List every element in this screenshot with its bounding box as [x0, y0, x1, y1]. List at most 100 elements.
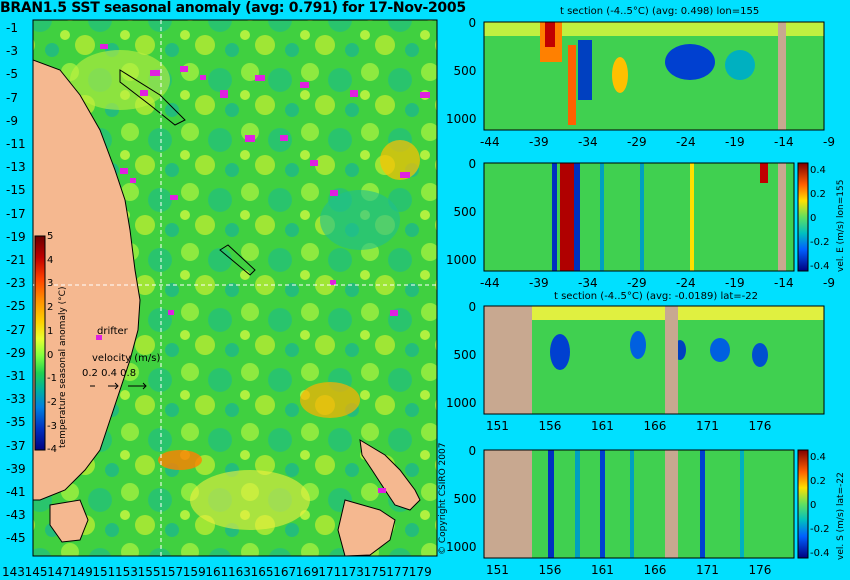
velocity-cbar-tick: 0.2	[810, 476, 826, 487]
colorbar-tick-label: 5	[47, 231, 54, 242]
section-x-tick-label: -19	[725, 276, 745, 290]
depth-tick-label: 0	[468, 444, 477, 458]
section-x-tick-label: -44	[480, 276, 500, 290]
velocity-cbar-tick: 0	[810, 500, 817, 511]
section-x-tick-label: 151	[486, 419, 509, 433]
velocity-cbar-tick: 0.4	[810, 165, 826, 176]
colorbar-tick-label: 0	[47, 349, 54, 361]
velocity-label: velocity (m/s)	[92, 353, 161, 364]
lat-tick-label: -31	[6, 369, 26, 383]
section-x-tick-label: 161	[591, 419, 614, 433]
lon-tick-label: 173	[341, 565, 364, 579]
velocity-cbar-tick: 0.2	[810, 189, 826, 200]
velocity-cbar-tick: -0.2	[810, 524, 830, 535]
lat-tick-label: -5	[6, 67, 18, 82]
section-x-tick-label: 161	[591, 563, 614, 577]
section-x-tick-label: 171	[696, 419, 719, 433]
depth-tick-label: 1000	[446, 396, 477, 410]
lon-tick-label: 157	[160, 565, 184, 579]
lat-tick-label: -39	[6, 461, 26, 476]
lon-tick-label: 155	[137, 565, 161, 579]
lat-tick-label: -9	[6, 113, 18, 128]
panel-temp-lon155	[483, 21, 825, 131]
lat-tick-label: -17	[6, 206, 26, 221]
drifter-label: drifter	[97, 326, 128, 337]
lon-tick-label: 177	[386, 565, 410, 579]
panel-3-title: t section (-4..5°C) (avg: -0.0189) lat=-…	[554, 291, 759, 302]
lon-tick-label: 159	[182, 565, 206, 579]
lon-tick-label: 143	[2, 565, 25, 579]
section-x-tick-label: 171	[696, 563, 719, 577]
depth-tick-label: 1000	[446, 112, 477, 126]
colorbar-tick-label: 4	[47, 254, 54, 266]
section-x-tick-label: -24	[676, 135, 696, 149]
lon-tick-label: 179	[408, 565, 432, 579]
section-x-tick-label: -14	[774, 276, 794, 290]
map-colorbar	[34, 235, 46, 451]
lon-tick-label: 145	[24, 565, 48, 579]
lat-tick-label: -7	[6, 90, 18, 105]
velocity-values: 0.2 0.4 0.8	[82, 368, 137, 379]
lat-tick-label: -1	[6, 21, 18, 35]
colorbar-tick-label: 2	[47, 302, 54, 314]
lon-tick-label: 151	[92, 565, 116, 579]
section-x-tick-label: -39	[529, 276, 549, 290]
depth-tick-label: 500	[453, 64, 477, 78]
velocity-cbar-tick: -0.2	[810, 237, 830, 248]
panel-velS-lat22	[483, 449, 809, 559]
depth-tick-label: 0	[468, 157, 477, 171]
lat-tick-label: -19	[6, 229, 26, 244]
panel-4-side-label: vel. S (m/s) lat=-22	[836, 472, 846, 560]
lat-tick-label: -13	[6, 160, 26, 175]
lon-tick-label: 165	[250, 565, 274, 579]
lon-tick-label: 163	[228, 565, 251, 579]
lon-tick-label: 161	[205, 565, 229, 579]
section-x-tick-label: -9	[823, 276, 835, 290]
lon-tick-label: 167	[273, 565, 297, 579]
depth-tick-label: 500	[453, 348, 477, 362]
lon-tick-label: 175	[363, 565, 387, 579]
panel-velE-lon155	[483, 162, 809, 272]
velocity-cbar-tick: 0.4	[810, 452, 826, 463]
lat-tick-label: -11	[6, 137, 26, 151]
section-x-tick-label: -29	[627, 135, 647, 149]
panel-1-title: t section (-4..5°C) (avg: 0.498) lon=155	[560, 6, 760, 17]
lat-tick-label: -25	[6, 299, 26, 314]
section-x-tick-label: -19	[725, 135, 745, 149]
lat-tick-label: -3	[6, 44, 18, 59]
lat-tick-label: -15	[6, 183, 26, 198]
section-x-tick-label: 176	[748, 419, 772, 433]
section-x-tick-label: 151	[486, 563, 509, 577]
lat-tick-label: -43	[6, 508, 26, 523]
lat-tick-label: -27	[6, 322, 26, 337]
section-x-tick-label: -34	[578, 276, 598, 290]
depth-tick-label: 500	[453, 205, 477, 219]
section-x-tick-label: 156	[538, 419, 562, 433]
lon-tick-label: 149	[69, 565, 93, 579]
velocity-cbar-tick: -0.4	[810, 261, 830, 272]
depth-tick-label: 0	[468, 16, 477, 30]
colorbar-tick-label: -4	[47, 444, 57, 456]
depth-tick-label: 1000	[446, 253, 477, 267]
velE-colorbar	[797, 162, 809, 272]
colorbar-tick-label: -3	[47, 420, 57, 432]
depth-tick-label: 0	[468, 300, 477, 314]
section-x-tick-label: -14	[774, 135, 794, 149]
lat-tick-label: -29	[6, 345, 26, 360]
section-x-tick-label: 156	[538, 563, 562, 577]
colorbar-tick-label: 1	[47, 325, 54, 337]
section-x-tick-label: 166	[643, 419, 667, 433]
section-x-tick-label: -34	[578, 135, 598, 149]
section-x-tick-label: 166	[643, 563, 667, 577]
section-x-tick-label: -9	[823, 135, 835, 149]
lat-tick-label: -21	[6, 253, 26, 267]
lat-tick-label: -45	[6, 531, 26, 546]
lat-tick-label: -35	[6, 415, 26, 430]
velocity-cbar-tick: 0	[810, 213, 817, 224]
panel-2-side-label: vel. E (m/s) lon=155	[836, 179, 846, 272]
panel-temp-lat22	[483, 305, 825, 415]
depth-tick-label: 500	[453, 492, 477, 506]
lon-tick-label: 153	[115, 565, 138, 579]
